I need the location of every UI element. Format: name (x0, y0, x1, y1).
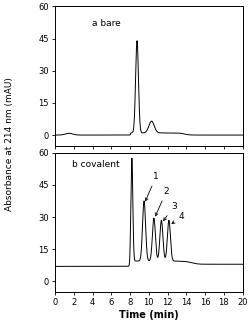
Text: a bare: a bare (92, 19, 121, 28)
X-axis label: Time (min): Time (min) (119, 310, 178, 320)
Text: 4: 4 (172, 213, 184, 223)
Text: 2: 2 (155, 187, 170, 216)
Text: b covalent: b covalent (72, 160, 120, 169)
Text: Absorbance at 214 nm (mAU): Absorbance at 214 nm (mAU) (6, 77, 15, 212)
Text: 3: 3 (164, 202, 177, 221)
Text: 1: 1 (145, 172, 159, 201)
